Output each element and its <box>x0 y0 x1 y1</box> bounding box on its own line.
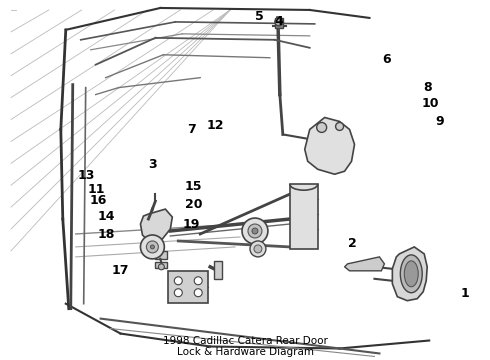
Text: 11: 11 <box>87 184 105 197</box>
Bar <box>155 251 168 259</box>
Text: 2: 2 <box>348 237 357 250</box>
Circle shape <box>336 122 343 130</box>
Bar <box>169 271 208 303</box>
Text: 18: 18 <box>98 228 115 241</box>
Text: 7: 7 <box>187 122 196 135</box>
Text: 8: 8 <box>424 81 432 94</box>
Text: 17: 17 <box>112 264 129 277</box>
Ellipse shape <box>400 255 422 293</box>
Text: 4: 4 <box>275 15 284 28</box>
Text: 14: 14 <box>97 210 115 223</box>
Bar <box>290 184 318 249</box>
Bar <box>275 18 283 28</box>
Polygon shape <box>141 209 172 241</box>
Circle shape <box>150 245 154 249</box>
Text: 6: 6 <box>382 53 391 66</box>
Text: 15: 15 <box>185 180 202 193</box>
Circle shape <box>158 264 164 270</box>
Circle shape <box>254 245 262 253</box>
Text: 19: 19 <box>183 217 200 230</box>
Circle shape <box>194 289 202 297</box>
Text: 10: 10 <box>421 98 439 111</box>
Text: 20: 20 <box>185 198 202 211</box>
Ellipse shape <box>404 261 418 287</box>
Circle shape <box>174 277 182 285</box>
Text: 9: 9 <box>436 115 444 129</box>
Circle shape <box>147 241 158 253</box>
Polygon shape <box>305 117 355 174</box>
Circle shape <box>242 218 268 244</box>
Text: 13: 13 <box>78 169 95 182</box>
Text: 12: 12 <box>207 119 224 132</box>
Circle shape <box>250 241 266 257</box>
Bar <box>155 262 168 268</box>
Circle shape <box>141 235 164 259</box>
Bar <box>214 261 222 279</box>
Circle shape <box>194 277 202 285</box>
Circle shape <box>252 228 258 234</box>
Polygon shape <box>344 257 384 271</box>
Text: 1: 1 <box>460 287 469 301</box>
Circle shape <box>317 122 327 132</box>
Circle shape <box>275 18 283 26</box>
Text: 3: 3 <box>148 158 157 171</box>
Circle shape <box>174 289 182 297</box>
Text: 16: 16 <box>90 194 107 207</box>
Polygon shape <box>392 247 427 301</box>
Text: 1998 Cadillac Catera Rear Door
Lock & Hardware Diagram: 1998 Cadillac Catera Rear Door Lock & Ha… <box>163 336 327 357</box>
Text: 5: 5 <box>255 10 264 23</box>
Circle shape <box>248 224 262 238</box>
